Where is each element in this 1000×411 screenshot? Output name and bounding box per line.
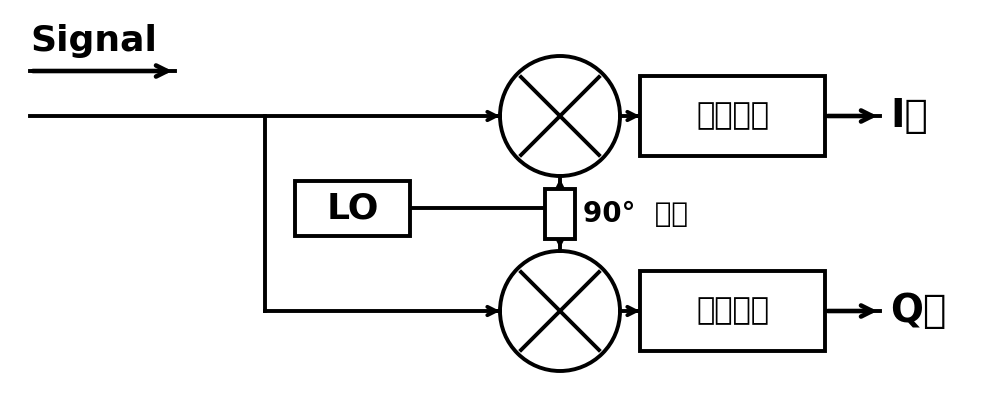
Text: 90°  移相: 90° 移相 bbox=[583, 200, 688, 228]
Bar bbox=[640, 76, 825, 156]
Text: LO: LO bbox=[326, 192, 379, 226]
Text: Signal: Signal bbox=[30, 24, 157, 58]
Text: 低通滤波: 低通滤波 bbox=[696, 296, 769, 326]
Text: I路: I路 bbox=[890, 97, 928, 135]
Bar bbox=[545, 189, 575, 239]
Bar bbox=[295, 181, 410, 236]
Text: 低通滤波: 低通滤波 bbox=[696, 102, 769, 131]
Bar bbox=[640, 271, 825, 351]
Text: Q路: Q路 bbox=[890, 292, 946, 330]
